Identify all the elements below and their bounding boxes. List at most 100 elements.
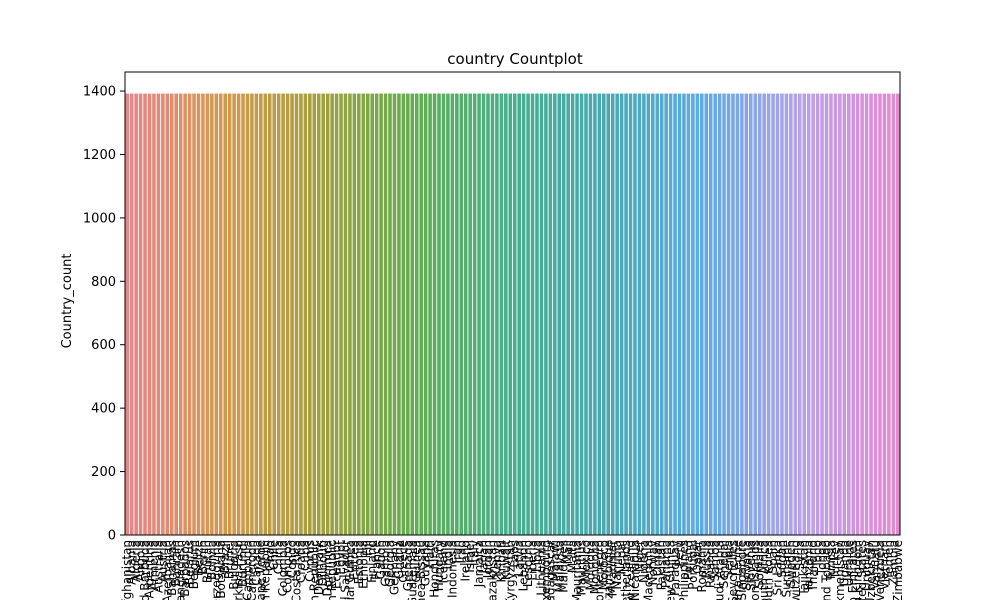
x-tick-label: Ecuador (330, 540, 344, 589)
bar (192, 93, 196, 535)
x-tick-label: Bhutan (200, 540, 214, 583)
bar (477, 93, 481, 535)
bar (401, 93, 406, 535)
x-tick-label: Peru (673, 540, 687, 567)
x-tick-label: Oman (650, 540, 664, 576)
x-tick-label: Guinea-Bissau (414, 540, 428, 600)
x-tick-label: South Korea (762, 540, 776, 600)
x-tick-label: Philippines (677, 540, 691, 600)
bar (789, 93, 793, 535)
bar (325, 93, 330, 535)
x-tick-label: Cameroon (245, 540, 259, 600)
bar (227, 93, 232, 535)
bar (423, 93, 428, 535)
x-tick-label: Bosnia and Herzegovina (209, 540, 223, 600)
bar (530, 93, 535, 535)
bar (517, 93, 521, 535)
bar (504, 93, 508, 535)
bar (241, 93, 245, 535)
bar (775, 93, 780, 535)
bar (646, 93, 651, 535)
bar (762, 93, 766, 535)
x-tick-label: Lebanon (517, 540, 531, 591)
bar (388, 93, 392, 535)
x-tick-label: Greece (396, 540, 410, 583)
y-tick-label: 1000 (83, 211, 116, 226)
bar (815, 93, 820, 535)
bar (321, 93, 325, 535)
x-tick-label: Iran (450, 540, 464, 563)
bar (860, 93, 864, 535)
x-tick-label: Netherlands (619, 540, 633, 600)
x-tick-label: Mauritania (570, 540, 584, 600)
bar (161, 93, 165, 535)
bar (459, 93, 464, 535)
x-tick-label: Afghanistan (120, 540, 134, 600)
bar (446, 93, 450, 535)
x-tick-label: Belize (191, 540, 205, 576)
bar (210, 93, 214, 535)
x-tick-label: Gambia (379, 540, 393, 587)
x-tick-label: Finland (365, 540, 379, 583)
x-tick-label: Sudan (775, 540, 789, 578)
x-tick-label: Myanmar (606, 540, 620, 596)
x-tick-label: Slovenia (744, 540, 758, 591)
x-tick-label: Congo (285, 540, 299, 578)
bar (254, 93, 259, 535)
x-tick-label: Yemen (882, 540, 896, 581)
x-tick-label: Qatar (690, 540, 704, 574)
bar (499, 93, 504, 535)
x-tick-label: Poland (681, 540, 695, 580)
bar (824, 93, 829, 535)
bar (508, 93, 513, 535)
x-tick-label: Burundi (236, 540, 250, 587)
x-tick-label: Ghana (392, 540, 406, 579)
x-tick-label: Burkina Faso (232, 540, 246, 600)
x-tick-label: Kazakhstan (485, 540, 499, 600)
x-tick-label: Bangladesh (174, 540, 188, 600)
x-tick-label: Hungary (432, 540, 446, 591)
bar (267, 93, 272, 535)
bar (691, 93, 695, 535)
x-tick-label: Denmark (312, 540, 326, 595)
bar (855, 93, 860, 535)
x-tick-label: Suriname (779, 540, 793, 598)
bar (749, 93, 753, 535)
x-tick-label: Uruguay (860, 540, 874, 591)
bar (887, 93, 891, 535)
x-tick-label: Cyprus (303, 540, 317, 582)
x-tick-label: Zimbabwe (891, 540, 905, 600)
bar (597, 93, 602, 535)
bar (539, 93, 544, 535)
x-tick-label: Madagascar (543, 540, 557, 600)
bar (882, 93, 887, 535)
bar (847, 93, 851, 535)
bar (178, 93, 183, 535)
bar (468, 93, 472, 535)
bar (432, 93, 437, 535)
x-tick-label: New Zealand (624, 540, 638, 600)
x-tick-label: Sierra Leone (730, 540, 744, 600)
x-tick-label: United Kingdom (851, 540, 865, 600)
bar (864, 93, 869, 535)
bar (606, 93, 611, 535)
x-tick-label: Portugal (686, 540, 700, 590)
bar (686, 93, 691, 535)
bar (374, 93, 379, 535)
bar (419, 93, 423, 535)
bar (566, 93, 570, 535)
bar (619, 93, 624, 535)
bar (628, 93, 633, 535)
x-tick-label: Seychelles (726, 540, 740, 600)
bar (205, 93, 210, 535)
x-tick-label: Zambia (886, 540, 900, 586)
bar (299, 93, 303, 535)
bar (138, 93, 143, 535)
x-tick-label: Bahamas (165, 540, 179, 596)
bar (383, 93, 388, 535)
x-tick-label: Eritrea (347, 540, 361, 580)
bar (455, 93, 459, 535)
x-tick-label: Georgia (383, 540, 397, 587)
bar (312, 93, 317, 535)
bar (544, 93, 548, 535)
